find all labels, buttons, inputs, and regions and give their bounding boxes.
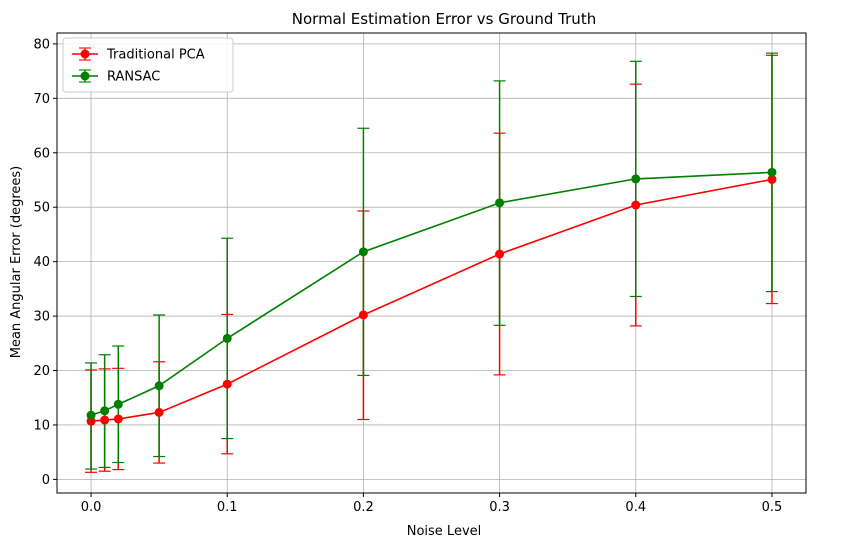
x-axis-label: Noise Level: [407, 524, 482, 539]
ransac-legend-label: RANSAC: [107, 70, 160, 85]
traditional-pca-point: [100, 415, 110, 425]
x-tick-label: 0.3: [489, 500, 510, 515]
x-tick-label: 0.2: [353, 500, 374, 515]
y-tick-label: 60: [33, 146, 50, 161]
ransac-point: [358, 247, 368, 257]
traditional-pca-point: [113, 414, 123, 424]
traditional-pca-point: [358, 310, 368, 320]
traditional-pca-legend-marker: [80, 49, 90, 59]
ransac-point: [631, 174, 641, 184]
x-tick-label: 0.1: [217, 500, 238, 515]
legend-box: [62, 37, 234, 93]
x-tick-label: 0.5: [762, 500, 783, 515]
traditional-pca-point: [154, 407, 164, 417]
y-tick-label: 0: [42, 473, 50, 488]
ransac-point: [222, 333, 232, 343]
traditional-pca-point: [767, 174, 777, 184]
x-tick-label: 0.4: [625, 500, 646, 515]
traditional-pca-point: [222, 379, 232, 389]
traditional-pca-point: [495, 249, 505, 259]
y-tick-label: 40: [33, 255, 50, 270]
plot-area: [56, 32, 807, 494]
ransac-point: [113, 399, 123, 409]
data-markers: [86, 167, 777, 426]
y-tick-label: 10: [33, 418, 50, 433]
y-tick-label: 50: [33, 201, 50, 216]
y-tick-label: 30: [33, 310, 50, 325]
x-tick-label: 0.0: [81, 500, 102, 515]
legend: Traditional PCA RANSAC: [62, 37, 234, 93]
ransac-point: [767, 167, 777, 177]
y-tick-label: 70: [33, 92, 50, 107]
ransac-point: [154, 381, 164, 391]
x-axis-ticks: 0.0 0.1 0.2 0.3 0.4 0.5: [81, 493, 783, 515]
y-axis-label: Mean Angular Error (degrees): [9, 166, 24, 359]
traditional-pca-point: [631, 200, 641, 210]
ransac-point: [86, 410, 96, 420]
y-tick-label: 20: [33, 364, 50, 379]
y-axis-ticks: 0 10 20 30 40 50 60 70 80: [33, 37, 57, 488]
y-tick-label: 80: [33, 37, 50, 52]
ransac-legend-marker: [80, 71, 90, 81]
ransac-point: [100, 406, 110, 416]
ransac-point: [495, 198, 505, 208]
traditional-pca-legend-label: Traditional PCA: [106, 48, 205, 63]
chart-title: Normal Estimation Error vs Ground Truth: [292, 10, 596, 28]
